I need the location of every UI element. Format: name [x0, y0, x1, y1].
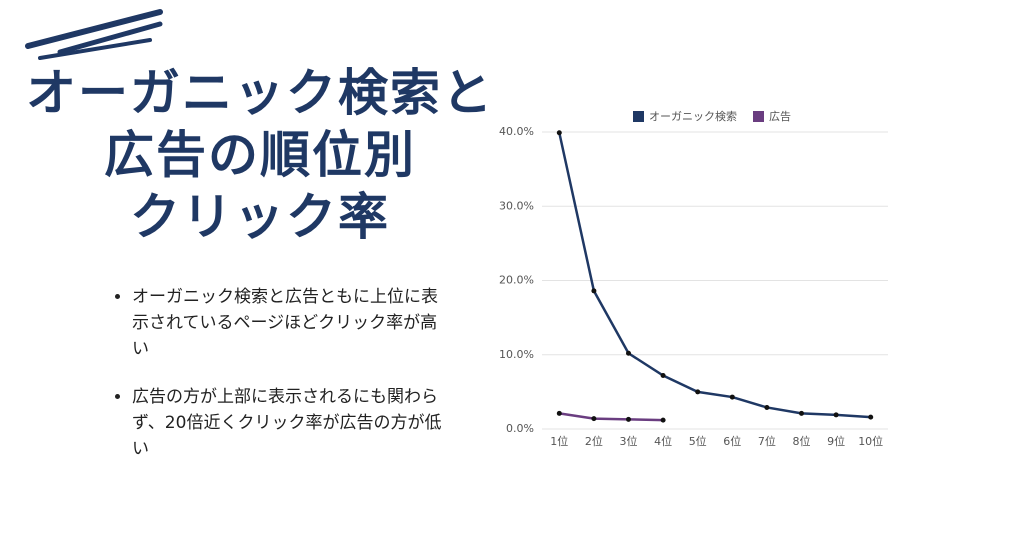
- bullet-list: オーガニック検索と広告ともに上位に表示されているページほどクリック率が高い 広告…: [112, 284, 452, 484]
- y-tick-label: 20.0%: [499, 274, 534, 287]
- x-tick-label: 8位: [793, 434, 811, 448]
- point: [799, 410, 804, 416]
- point: [868, 414, 874, 420]
- x-tick-label: 6位: [723, 434, 741, 448]
- point: [591, 416, 597, 422]
- point: [729, 394, 735, 400]
- point: [660, 417, 666, 423]
- title-line: クリック率: [130, 188, 390, 246]
- title-line: オーガニック検索と: [26, 64, 494, 122]
- x-tick-label: 10位: [858, 434, 883, 448]
- point: [556, 130, 562, 136]
- title: オーガニック検索と 広告の順位別 クリック率: [10, 62, 510, 248]
- x-tick-label: 5位: [689, 434, 707, 448]
- point: [591, 288, 597, 294]
- y-tick-label: 10.0%: [499, 348, 534, 361]
- title-line: 広告の順位別: [104, 126, 416, 184]
- x-tick-label: 2位: [585, 434, 603, 448]
- legend-label: オーガニック検索: [649, 109, 737, 123]
- x-tick-label: 9位: [827, 434, 845, 448]
- point: [556, 410, 562, 416]
- legend-label: 広告: [769, 110, 791, 123]
- point: [660, 373, 666, 379]
- series-line: [559, 412, 664, 422]
- point: [833, 412, 839, 418]
- decoration: [25, 9, 163, 60]
- series-line: [558, 132, 871, 419]
- bullet: 広告の方が上部に表示されるにも関わらず、20倍近くクリック率が広告の方が低い: [132, 384, 452, 462]
- x-tick-label: 7位: [758, 434, 776, 448]
- y-tick-label: 0.0%: [506, 422, 534, 435]
- x-tick-label: 3位: [620, 434, 638, 448]
- point: [764, 404, 770, 410]
- point: [626, 350, 631, 356]
- y-tick-label: 40.0%: [499, 125, 534, 138]
- point: [626, 416, 631, 422]
- y-tick-label: 30.0%: [499, 199, 534, 212]
- x-tick-label: 4位: [654, 434, 672, 448]
- x-tick-label: 1位: [550, 434, 568, 448]
- legend-swatch: [633, 111, 644, 122]
- bullet: オーガニック検索と広告ともに上位に表示されているページほどクリック率が高い: [132, 284, 452, 362]
- legend-swatch: [753, 111, 764, 122]
- point: [695, 389, 701, 395]
